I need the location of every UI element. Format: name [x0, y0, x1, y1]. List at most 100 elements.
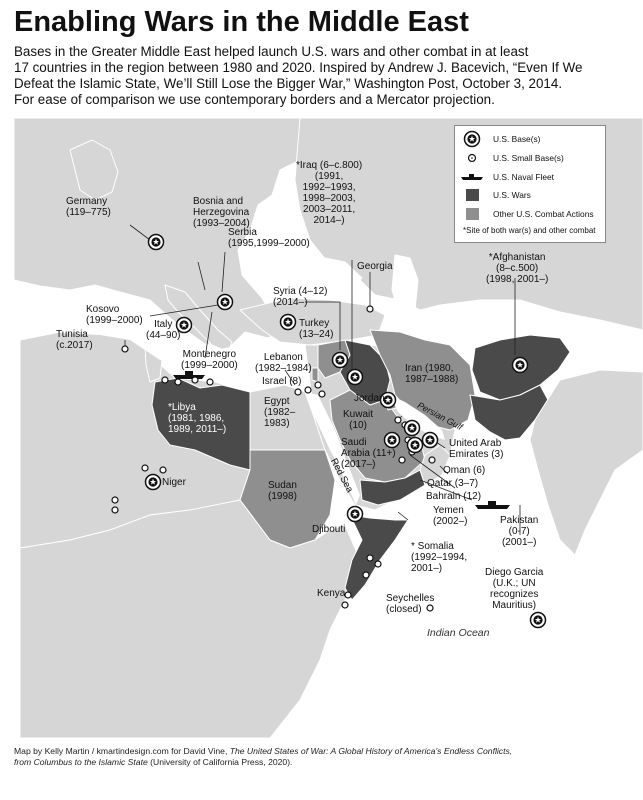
uk-land: [69, 139, 119, 201]
base-icon: [279, 313, 297, 331]
legend-item: Other U.S. Combat Actions: [461, 207, 594, 221]
label-uae: United Arab Emirates (3): [449, 438, 504, 460]
subtitle-line: Defeat the Islamic State, We’ll Still Lo…: [14, 76, 563, 91]
naval-fleet-icon: [475, 501, 510, 509]
small-base-icon: [318, 390, 326, 398]
base-icon: [421, 431, 439, 449]
base-icon: [383, 431, 401, 449]
somalia: [344, 514, 409, 601]
label-somalia: * Somalia (1992–1994, 2001–): [411, 541, 468, 574]
label-qatar: Qatar (3–7): [427, 478, 479, 489]
label-libya: *Libya (1981, 1986, 1989, 2011–): [168, 402, 227, 435]
base-icon: [529, 611, 547, 629]
label-egypt: Egypt (1982– 1983): [264, 396, 296, 429]
label-tunisia: Tunisia (c.2017): [56, 329, 93, 351]
legend-item: U.S. Small Base(s): [461, 151, 564, 165]
small-base-icon: [344, 591, 352, 599]
subtitle-line: For ease of comparison we use contempora…: [14, 92, 495, 107]
small-base-icon: [161, 376, 169, 384]
libya: [151, 377, 251, 471]
leader-line: [409, 454, 456, 489]
legend-item: U.S. Wars: [461, 188, 531, 202]
label-israel: Israel (8): [262, 376, 302, 387]
subtitle-line: 17 countries in the region between 1980 …: [14, 60, 583, 75]
leader-line: [204, 311, 213, 359]
legend-label: U.S. Small Base(s): [493, 153, 564, 163]
label-sudan: Sudan (1998): [268, 480, 297, 502]
label-diego-garcia: Diego Garcia (U.K.; UN recognizes Mauritius…: [485, 567, 544, 611]
leader-line: [149, 304, 219, 317]
label-turkey: Turkey (13–24): [299, 318, 334, 340]
label-syria: Syria (4–12) (2014–): [273, 286, 328, 308]
small-base-icon: [426, 604, 434, 612]
leader-line: [305, 301, 341, 350]
iran: [369, 329, 476, 431]
label-italy: Italy (44–90): [146, 319, 181, 341]
small-base-icon: [111, 496, 119, 504]
mediterranean-sea: [40, 315, 310, 385]
leader-line: [397, 511, 409, 521]
legend-label: U.S. Base(s): [493, 134, 541, 144]
black-sea: [279, 254, 363, 293]
label-saudi: Saudi Arabia (11+) (2017–): [341, 437, 396, 470]
label-jordan: Jordan: [354, 393, 385, 404]
label-lebanon: Lebanon (1982–1984): [255, 352, 312, 374]
small-base-icon: [304, 386, 312, 394]
base-icon: [175, 316, 193, 334]
base-icon: [346, 505, 364, 523]
naval-fleet-icons: [173, 371, 510, 509]
label-seychelles: Seychelles (closed): [386, 593, 435, 615]
naval-fleet-icon: [461, 173, 483, 181]
legend: U.S. Base(s) U.S. Small Base(s) U.S. Nav…: [454, 125, 606, 243]
wars-swatch: [465, 189, 479, 201]
small-base-icon: [461, 153, 483, 163]
legend-note: *Site of both war(s) and other combat: [463, 226, 596, 235]
label-bosnia: Bosnia and Herzegovina (1993–2004): [193, 196, 250, 229]
leader-line: [129, 224, 151, 241]
base-icon: [147, 233, 165, 251]
india-land: [529, 369, 643, 556]
label-kenya: Kenya: [317, 588, 346, 599]
label-niger: Niger: [162, 477, 186, 488]
persian-gulf: [390, 395, 445, 440]
leader-line: [221, 251, 226, 293]
map-subtitle: Bases in the Greater Middle East helped …: [14, 44, 634, 108]
label-kuwait: Kuwait (10): [343, 409, 374, 431]
subtitle-line: Bases in the Greater Middle East helped …: [14, 44, 529, 59]
label-montenegro: Montenegro (1999–2000): [181, 349, 238, 371]
base-icon: [379, 391, 397, 409]
label-pakistan: Pakistan (0-7) (2001–): [500, 515, 539, 548]
label-iran: Iran (1980, 1987–1988): [405, 363, 459, 385]
caspian-sea: [391, 254, 421, 336]
credit-book-subtitle: from Columbus to the Islamic State: [14, 757, 148, 767]
leader-line: [284, 369, 296, 386]
label-djibouti: Djibouti: [312, 524, 346, 535]
label-iraq: *Iraq (6–c.800) (1991, 1992–1993, 1998–2003…: [296, 160, 363, 226]
leader-line: [439, 465, 449, 475]
small-base-icon: [159, 466, 167, 474]
map-title: Enabling Wars in the Middle East: [14, 6, 469, 38]
small-base-icon: [398, 456, 406, 464]
legend-item: U.S. Base(s): [461, 130, 541, 148]
leader-line: [419, 479, 473, 501]
small-base-icon: [191, 376, 199, 384]
naval-fleet-icon: [173, 371, 205, 379]
base-icon: [216, 293, 234, 311]
small-base-icon: [314, 381, 322, 389]
base-icon: [346, 368, 364, 386]
credit: Map by Kelly Martin / kmartindesign.com …: [14, 746, 512, 768]
small-base-icon: [141, 464, 149, 472]
label-yemen: Yemen (2002–): [433, 505, 468, 527]
label-oman: Oman (6): [443, 465, 486, 476]
legend-item: U.S. Naval Fleet: [461, 170, 554, 184]
leader-line: [197, 261, 206, 291]
label-indian-ocean: Indian Ocean: [427, 627, 490, 639]
small-base-icon: [111, 506, 119, 514]
major-bases: [144, 233, 547, 629]
base-icon: [461, 130, 483, 148]
legend-label: U.S. Naval Fleet: [493, 172, 554, 182]
small-base-icon: [206, 378, 214, 386]
legend-label: U.S. Wars: [493, 190, 531, 200]
label-georgia: Georgia: [357, 261, 393, 272]
central-africa-land: [19, 499, 361, 738]
